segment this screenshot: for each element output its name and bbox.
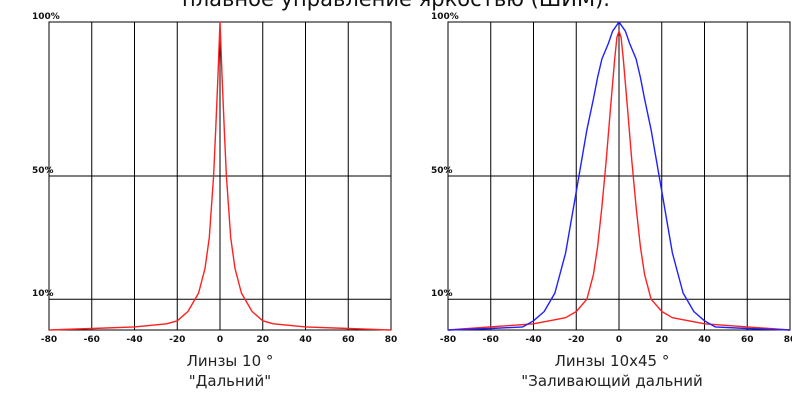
x-tick-label: 0 bbox=[217, 335, 223, 345]
x-tick-label: 40 bbox=[299, 335, 312, 345]
x-tick-label: 20 bbox=[655, 335, 668, 345]
chart-left: -80 -60 -40 -20 0 20 40 60 80 10% 50% 100% Линзы 10 … bbox=[32, 12, 397, 390]
x-tick-label: -40 bbox=[126, 335, 142, 345]
chart-right: -80 -60 -40 -20 0 20 40 60 80 10% 50% 100% Линзы 10x… bbox=[431, 12, 792, 390]
x-tick-label: -80 bbox=[440, 335, 456, 345]
x-tick-label: 60 bbox=[741, 335, 754, 345]
x-tick-label: -20 bbox=[169, 335, 185, 345]
series-line-2 bbox=[447, 21, 791, 331]
x-tick-label: 20 bbox=[256, 335, 269, 345]
y-tick-label: 50% bbox=[431, 166, 453, 176]
y-tick-label: 100% bbox=[431, 12, 459, 22]
x-tick-label: -20 bbox=[568, 335, 584, 345]
page-heading: плавное управление яркостью (ШИМ). bbox=[0, 0, 792, 11]
series-line-1 bbox=[48, 21, 392, 331]
y-tick-label: 100% bbox=[32, 12, 60, 22]
x-tick-label: -40 bbox=[525, 335, 541, 345]
x-tick-label: -60 bbox=[84, 335, 100, 345]
x-tick-label: 40 bbox=[698, 335, 711, 345]
y-tick-label: 10% bbox=[431, 289, 453, 299]
x-tick-label: 80 bbox=[784, 335, 792, 345]
series-line-1 bbox=[447, 30, 791, 331]
chart-caption-line: "Заливающий дальний bbox=[521, 372, 702, 390]
y-tick-label: 50% bbox=[32, 166, 54, 176]
chart-caption-line: "Дальний" bbox=[189, 372, 271, 390]
x-tick-label: -80 bbox=[41, 335, 57, 345]
x-tick-label: 80 bbox=[385, 335, 398, 345]
chart-caption-line: Линзы 10 ° bbox=[187, 352, 274, 370]
x-tick-label: 0 bbox=[616, 335, 622, 345]
x-tick-label: 60 bbox=[342, 335, 355, 345]
x-tick-label: -60 bbox=[483, 335, 499, 345]
chart-caption-line: Линзы 10x45 ° bbox=[555, 352, 670, 370]
y-tick-label: 10% bbox=[32, 289, 54, 299]
